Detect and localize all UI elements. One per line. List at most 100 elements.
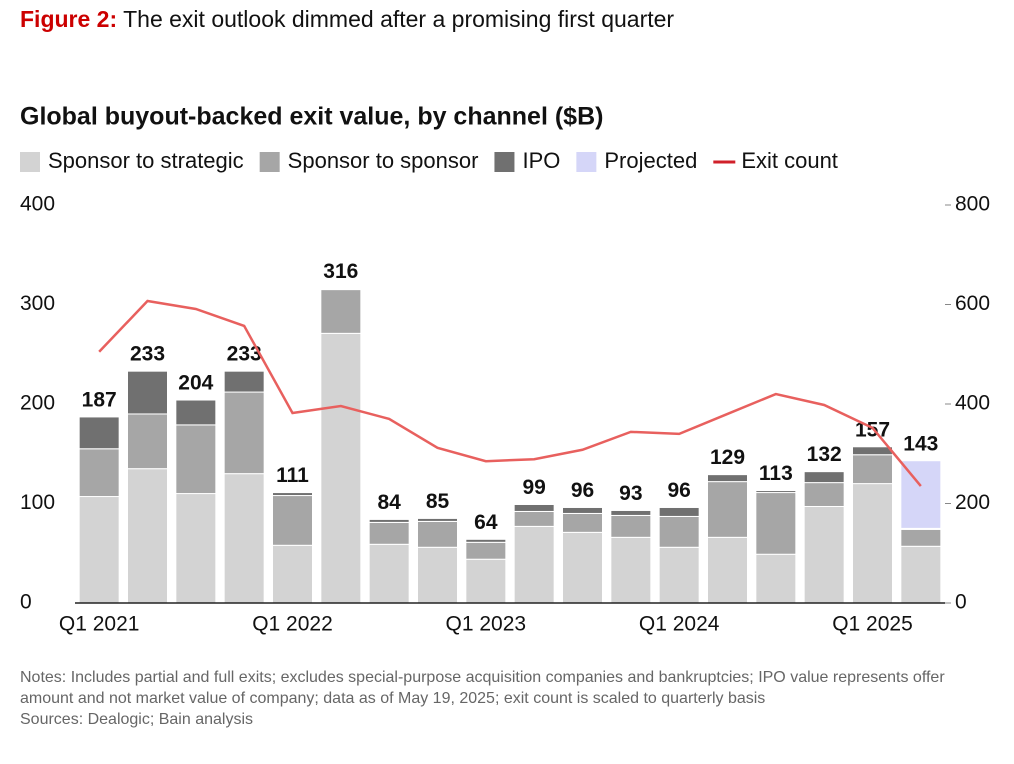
total-label: 233	[227, 343, 262, 366]
bar-segment	[755, 553, 797, 604]
bar-segment	[417, 520, 458, 548]
total-label: 85	[426, 490, 450, 513]
total-label: 316	[323, 260, 358, 283]
legend-swatch	[20, 152, 40, 172]
y2-tick-label: 800	[955, 193, 990, 216]
y-tick-label: 100	[20, 491, 55, 514]
bar-segment	[368, 543, 410, 604]
total-label: 93	[619, 482, 642, 505]
bar-segment	[513, 503, 555, 512]
bar-segment	[368, 521, 410, 545]
bar-segment	[900, 460, 942, 529]
bar-segment	[610, 536, 652, 604]
bar-segment	[320, 332, 362, 604]
total-label: 113	[759, 462, 793, 485]
bar-segment	[707, 481, 748, 538]
bar-segment	[755, 492, 797, 555]
bar-segment	[272, 492, 313, 497]
legend-label: Projected	[604, 148, 697, 173]
bar-segment	[272, 495, 313, 546]
y2-tick-label: 600	[955, 292, 990, 315]
bar-segment	[465, 541, 507, 560]
legend-swatch	[494, 152, 515, 172]
legend-label: IPO	[522, 148, 560, 173]
total-label: 187	[82, 388, 117, 411]
figure-label: Figure 2:	[20, 6, 118, 32]
figure-header: Figure 2: The exit outlook dimmed after …	[20, 6, 674, 33]
total-label: 233	[130, 343, 165, 366]
x-tick-label: Q1 2023	[446, 613, 527, 636]
bar-segment	[175, 424, 217, 495]
legend-label: Exit count	[741, 148, 838, 173]
bar-segment	[223, 391, 265, 475]
total-label: 96	[571, 479, 594, 502]
bar-segment	[852, 446, 893, 456]
bar-segment	[852, 454, 893, 485]
bar-segment	[127, 468, 168, 604]
bar-segment	[900, 545, 942, 604]
bar-segment	[223, 473, 265, 604]
sources: Sources: Dealogic; Bain analysis	[20, 711, 254, 728]
bar-segment	[417, 517, 458, 522]
total-label: 129	[710, 446, 745, 469]
legend-label: Sponsor to sponsor	[288, 148, 479, 173]
x-tick-label: Q1 2021	[59, 613, 140, 636]
bar-segment	[707, 536, 748, 604]
bar-segment	[658, 506, 700, 517]
chart: Global buyout-backed exit value, by chan…	[20, 103, 990, 636]
bar-segment	[368, 518, 410, 523]
bar-segment	[272, 544, 313, 604]
bar-segment	[562, 531, 603, 604]
bar-segment	[465, 558, 507, 604]
bar-segment	[513, 510, 555, 527]
x-tick-label: Q1 2025	[832, 613, 913, 636]
bar-segment	[513, 525, 555, 604]
y2-tick-label: 0	[955, 591, 967, 614]
bar-segment	[803, 471, 845, 484]
x-tick-label: Q1 2022	[252, 613, 333, 636]
legend-swatch	[576, 152, 597, 172]
bar-segment	[223, 370, 265, 393]
figure-title: The exit outlook dimmed after a promisin…	[123, 6, 675, 32]
bar-segment	[562, 506, 603, 514]
total-label: 111	[276, 464, 309, 487]
bar-segment	[127, 413, 168, 470]
bar-segment	[320, 289, 362, 334]
bar-segment	[610, 514, 652, 538]
bar-segment	[562, 512, 603, 533]
total-label: 143	[903, 432, 938, 455]
bar-segment	[417, 546, 458, 604]
bar-segment	[320, 288, 362, 291]
y2-tick-label: 400	[955, 392, 990, 415]
notes-block: Notes: Includes partial and full exits; …	[20, 667, 995, 730]
bar-segment	[175, 399, 217, 426]
y-tick-label: 0	[20, 591, 32, 614]
bar-segment	[803, 505, 845, 604]
total-label: 99	[522, 476, 545, 499]
bar-segment	[78, 496, 120, 604]
bar-segment	[658, 515, 700, 548]
total-label: 204	[178, 372, 213, 395]
total-label: 84	[377, 491, 401, 514]
bar-segment	[707, 474, 748, 483]
exit-count-line	[98, 299, 922, 487]
notes: Notes: Includes partial and full exits; …	[20, 669, 945, 707]
total-label: 132	[807, 443, 842, 466]
y-tick-label: 400	[20, 193, 55, 216]
bar-segment	[78, 448, 120, 498]
bar-segment	[803, 482, 845, 507]
bar-segment	[658, 546, 700, 604]
x-tick-label: Q1 2024	[639, 613, 720, 636]
y-tick-label: 300	[20, 292, 55, 315]
bar-segment	[852, 483, 893, 604]
bar-segment	[465, 538, 507, 543]
legend-label: Sponsor to strategic	[48, 148, 244, 173]
total-label: 96	[667, 479, 690, 502]
total-label: 64	[474, 511, 498, 534]
y2-tick-label: 200	[955, 491, 990, 514]
bar-segment	[610, 509, 652, 516]
bar-segment	[127, 370, 168, 415]
y-tick-label: 200	[20, 392, 55, 415]
legend-swatch	[259, 152, 280, 172]
